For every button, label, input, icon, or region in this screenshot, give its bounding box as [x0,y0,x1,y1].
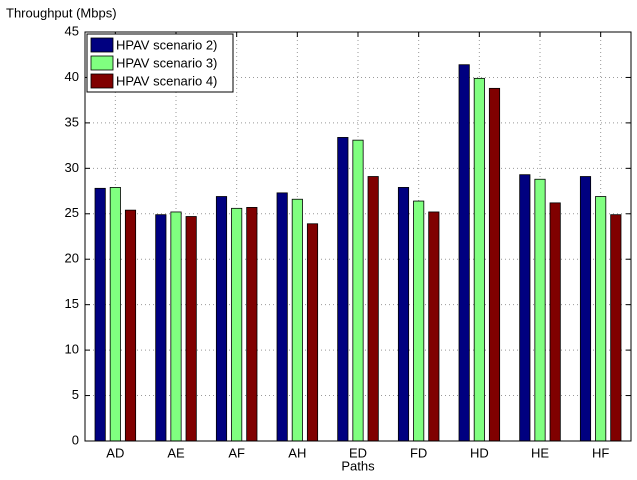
x-tick-label: FD [410,445,427,460]
y-tick-label: 30 [65,160,79,175]
legend-label: HPAV scenario 3) [116,55,217,70]
y-tick-label: 45 [65,23,79,38]
legend-label: HPAV scenario 2) [116,37,217,52]
bar [109,187,121,442]
y-tick-label: 40 [65,69,79,84]
bar [170,211,182,442]
x-tick-label: ED [349,445,367,460]
bar [534,178,546,442]
bar [155,214,167,442]
bar [397,187,410,442]
bar [246,207,258,442]
x-axis-label: Paths [341,458,375,473]
bar [458,64,470,442]
bar [595,196,607,442]
legend-swatch [90,55,114,71]
x-tick-label: AE [167,445,185,460]
bar [610,214,622,442]
bar [488,87,501,442]
legend-swatch [90,73,114,89]
x-tick-label: AF [228,445,245,460]
bar [306,223,319,442]
bar [473,77,485,442]
y-axis-label: Throughput (Mbps) [6,5,117,20]
bar [352,139,364,442]
y-tick-label: 0 [72,432,79,447]
bar [291,198,303,442]
bar [519,174,531,442]
legend-label: HPAV scenario 4) [116,73,217,88]
y-tick-label: 35 [65,114,79,129]
bar [124,209,137,442]
x-tick-label: AD [106,445,124,460]
y-tick-label: 10 [65,342,79,357]
x-tick-label: HE [531,445,549,460]
x-tick-label: HD [470,445,489,460]
bar [549,202,561,442]
bar [367,176,379,442]
bar [231,207,243,442]
y-tick-label: 15 [65,296,79,311]
y-tick-label: 5 [72,387,79,402]
legend-swatch [90,37,114,53]
bar [413,200,425,442]
bar [185,216,197,442]
bar [579,176,592,442]
y-tick-label: 20 [65,251,79,266]
bar [428,211,440,442]
x-tick-label: HF [592,445,609,460]
axes-box [84,31,632,442]
y-tick-label: 25 [65,205,79,220]
bar [276,192,288,442]
bar [337,137,349,442]
bar [215,196,228,442]
bar [94,187,106,442]
x-tick-label: AH [288,445,306,460]
